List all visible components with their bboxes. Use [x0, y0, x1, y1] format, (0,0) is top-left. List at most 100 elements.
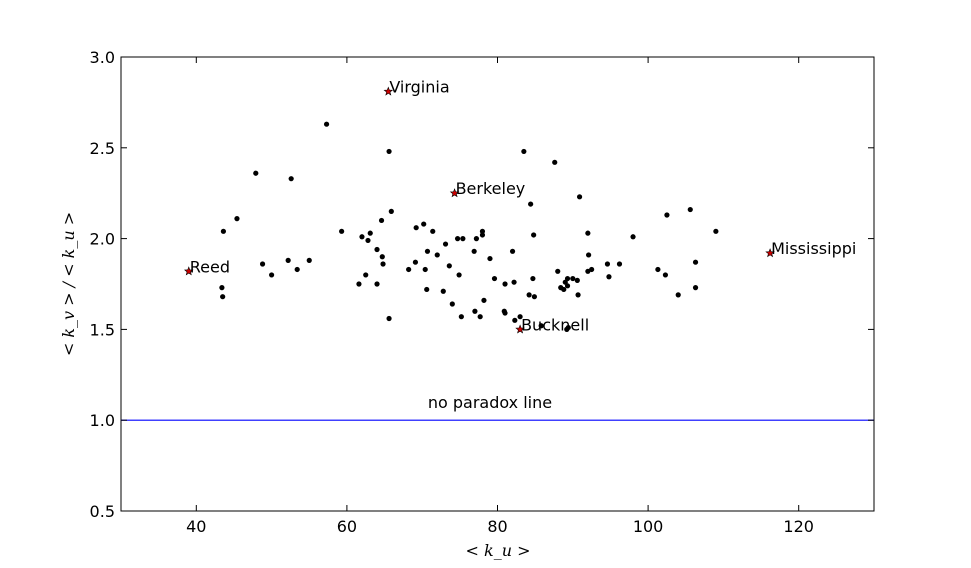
data-point: [442, 241, 449, 247]
data-point: [365, 237, 371, 244]
data-point: [413, 225, 419, 231]
data-point: [424, 248, 431, 254]
data-point: [564, 283, 571, 289]
data-point: [630, 234, 636, 240]
data-point: [491, 275, 498, 282]
plot-area: [120, 56, 875, 512]
data-point: [406, 266, 412, 273]
x-tick-label: 120: [783, 517, 814, 536]
data-point: [570, 275, 576, 282]
data-point: [472, 308, 478, 314]
data-point: [530, 275, 536, 282]
data-point: [359, 234, 365, 240]
data-point: [306, 257, 312, 263]
data-point: [458, 314, 464, 320]
data-point: [585, 230, 591, 236]
highlighted-point-star: [449, 188, 460, 198]
data-point: [424, 286, 430, 293]
data-point: [440, 288, 446, 294]
data-point: [655, 266, 661, 273]
highlighted-point-label: Virginia: [389, 78, 449, 97]
y-tick-label: 0.5: [90, 502, 115, 521]
data-point: [356, 281, 362, 287]
reference-line-label: no paradox line: [428, 393, 552, 412]
highlighted-point-star: [183, 266, 194, 276]
data-point: [473, 236, 480, 242]
data-point: [664, 212, 670, 218]
highlighted-point-label: Bucknell: [521, 315, 589, 334]
y-tick-label: 1.5: [90, 320, 115, 339]
data-point: [511, 279, 517, 285]
data-point: [269, 272, 275, 278]
data-point: [471, 248, 477, 254]
data-point: [219, 285, 225, 291]
data-point: [253, 170, 259, 176]
data-point: [502, 310, 508, 316]
data-point: [220, 294, 226, 300]
data-point: [528, 201, 534, 207]
highlighted-point-star: [765, 248, 775, 258]
x-axis-ticks: 40 60 80 100 120: [186, 57, 814, 536]
data-point: [517, 314, 523, 320]
data-point: [552, 159, 558, 165]
highlighted-point-star: [515, 324, 525, 334]
data-point: [604, 261, 611, 267]
data-point: [512, 317, 518, 323]
data-point: [616, 261, 623, 267]
x-tick-label: 40: [186, 517, 206, 536]
data-point: [456, 272, 462, 278]
highlighted-point-label: Reed: [190, 257, 230, 276]
data-point: [374, 281, 380, 287]
data-point: [565, 324, 571, 331]
data-point: [481, 297, 487, 303]
data-point: [531, 232, 537, 238]
data-point: [575, 292, 581, 298]
data-point: [430, 228, 436, 234]
data-point: [538, 323, 544, 329]
data-point: [294, 266, 300, 273]
data-point: [434, 252, 440, 258]
data-point: [555, 268, 561, 274]
data-point: [585, 268, 591, 274]
data-point: [446, 263, 452, 269]
data-point: [454, 236, 461, 242]
y-tick-label: 2.0: [90, 230, 115, 249]
data-point: [379, 254, 385, 260]
data-point: [220, 228, 227, 234]
data-point: [586, 252, 592, 258]
highlighted-point-label: Berkeley: [456, 179, 526, 198]
data-point: [421, 221, 427, 227]
data-point: [531, 294, 537, 300]
data-point: [422, 266, 428, 273]
data-point: [502, 281, 508, 287]
data-point: [692, 259, 699, 265]
data-point: [388, 208, 394, 214]
data-point: [713, 228, 719, 234]
data-point: [576, 194, 583, 200]
x-axis-label: < k_u >: [466, 541, 531, 560]
data-points: [219, 121, 719, 332]
y-tick-label: 1.0: [90, 411, 115, 430]
x-tick-label: 60: [337, 517, 357, 536]
highlighted-points: Virginia Berkeley Mississippi Reed Bucknell: [183, 78, 856, 334]
data-point: [687, 206, 693, 213]
x-tick-label: 100: [633, 517, 664, 536]
data-point: [477, 314, 483, 320]
data-point: [521, 148, 527, 155]
data-point: [339, 228, 345, 234]
data-point: [386, 315, 392, 322]
data-point: [526, 292, 532, 298]
data-point: [460, 236, 466, 242]
data-point: [574, 277, 580, 283]
data-point: [363, 272, 369, 278]
y-tick-label: 3.0: [90, 48, 115, 67]
data-point: [378, 217, 385, 224]
data-point: [487, 255, 493, 262]
data-point: [367, 230, 373, 236]
data-point: [509, 248, 516, 254]
highlighted-point-star: [383, 86, 394, 96]
data-point: [380, 261, 386, 267]
data-point: [692, 285, 699, 291]
y-axis-ticks: 0.5 1.0 1.5 2.0 2.5 3.0: [90, 48, 874, 521]
